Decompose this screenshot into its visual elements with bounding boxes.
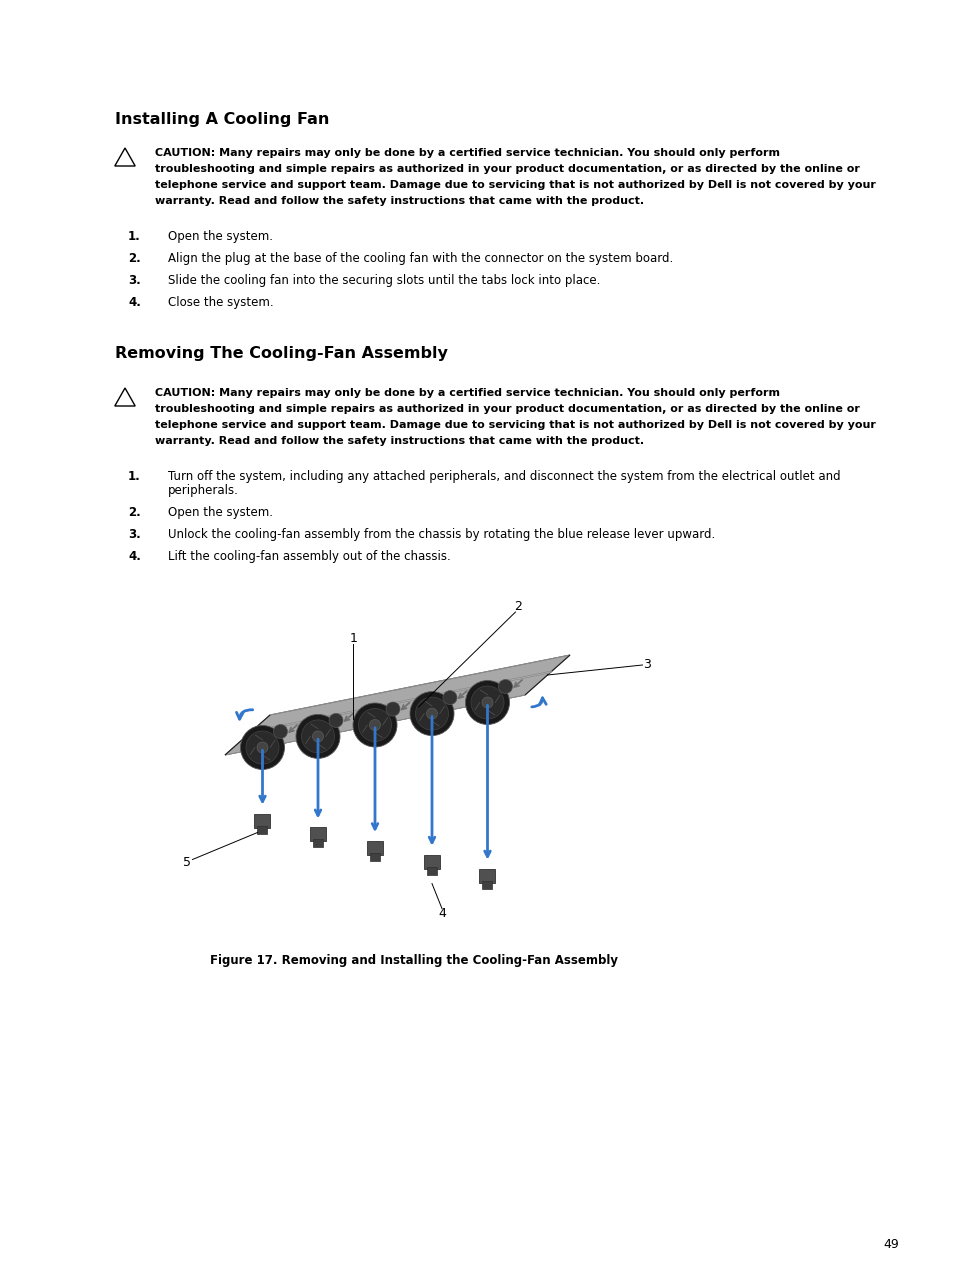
FancyArrowPatch shape <box>531 697 546 708</box>
Text: Slide the cooling fan into the securing slots until the tabs lock into place.: Slide the cooling fan into the securing … <box>168 274 599 287</box>
Circle shape <box>256 742 268 753</box>
Text: Installing A Cooling Fan: Installing A Cooling Fan <box>115 112 329 127</box>
Circle shape <box>353 702 396 747</box>
Text: 3.: 3. <box>128 274 141 287</box>
Text: troubleshooting and simple repairs as authorized in your product documentation, : troubleshooting and simple repairs as au… <box>154 404 859 413</box>
Text: Open the system.: Open the system. <box>168 230 273 243</box>
FancyArrowPatch shape <box>236 710 253 719</box>
Text: telephone service and support team. Damage due to servicing that is not authoriz: telephone service and support team. Dama… <box>154 420 875 430</box>
Text: 1.: 1. <box>128 470 141 483</box>
Circle shape <box>329 714 343 728</box>
Polygon shape <box>225 695 524 754</box>
Text: telephone service and support team. Damage due to servicing that is not authoriz: telephone service and support team. Dama… <box>154 180 875 190</box>
Circle shape <box>426 708 437 719</box>
Text: 3.: 3. <box>128 527 141 541</box>
Text: 2: 2 <box>514 601 522 614</box>
Text: Lift the cooling-fan assembly out of the chassis.: Lift the cooling-fan assembly out of the… <box>168 550 450 563</box>
Circle shape <box>358 709 391 742</box>
Text: warranty. Read and follow the safety instructions that came with the product.: warranty. Read and follow the safety ins… <box>154 197 643 205</box>
Bar <box>427 866 436 875</box>
Polygon shape <box>225 715 270 754</box>
Text: Removing The Cooling-Fan Assembly: Removing The Cooling-Fan Assembly <box>115 346 447 361</box>
Circle shape <box>386 702 399 716</box>
Circle shape <box>442 691 456 705</box>
Bar <box>310 828 326 842</box>
Text: 49: 49 <box>882 1238 898 1252</box>
Bar <box>370 853 379 861</box>
Circle shape <box>471 686 503 719</box>
Circle shape <box>369 719 380 730</box>
Text: 2.: 2. <box>128 506 141 519</box>
Text: 4: 4 <box>437 907 445 921</box>
Text: 5: 5 <box>183 856 192 869</box>
Circle shape <box>295 714 339 758</box>
Circle shape <box>410 691 454 735</box>
Bar <box>423 855 439 869</box>
Circle shape <box>416 697 448 730</box>
Bar <box>479 869 495 883</box>
Bar <box>313 839 323 847</box>
Circle shape <box>313 730 323 742</box>
Circle shape <box>246 730 278 765</box>
Bar <box>254 814 271 828</box>
Text: CAUTION: Many repairs may only be done by a certified service technician. You sh: CAUTION: Many repairs may only be done b… <box>154 148 780 158</box>
Circle shape <box>498 680 512 694</box>
Text: Open the system.: Open the system. <box>168 506 273 519</box>
Text: 1: 1 <box>349 631 356 645</box>
Text: Figure 17. Removing and Installing the Cooling-Fan Assembly: Figure 17. Removing and Installing the C… <box>210 954 618 966</box>
Polygon shape <box>524 656 569 695</box>
Text: 2.: 2. <box>128 252 141 265</box>
Circle shape <box>481 697 493 708</box>
Text: Turn off the system, including any attached peripherals, and disconnect the syst: Turn off the system, including any attac… <box>168 470 840 483</box>
Text: warranty. Read and follow the safety instructions that came with the product.: warranty. Read and follow the safety ins… <box>154 436 643 446</box>
Text: Align the plug at the base of the cooling fan with the connector on the system b: Align the plug at the base of the coolin… <box>168 252 673 265</box>
Text: CAUTION: Many repairs may only be done by a certified service technician. You sh: CAUTION: Many repairs may only be done b… <box>154 388 780 398</box>
Polygon shape <box>250 671 552 733</box>
Text: 4.: 4. <box>128 295 141 309</box>
Text: 1.: 1. <box>128 230 141 243</box>
Circle shape <box>240 725 284 770</box>
Text: Unlock the cooling-fan assembly from the chassis by rotating the blue release le: Unlock the cooling-fan assembly from the… <box>168 527 715 541</box>
Circle shape <box>301 720 335 753</box>
Polygon shape <box>270 656 569 715</box>
Polygon shape <box>225 656 569 754</box>
Text: Close the system.: Close the system. <box>168 295 274 309</box>
Circle shape <box>274 724 287 738</box>
Circle shape <box>465 681 509 724</box>
Text: troubleshooting and simple repairs as authorized in your product documentation, : troubleshooting and simple repairs as au… <box>154 164 859 174</box>
Text: peripherals.: peripherals. <box>168 484 238 497</box>
Text: 4.: 4. <box>128 550 141 563</box>
Text: 3: 3 <box>643 658 651 672</box>
Bar <box>257 825 267 833</box>
Bar <box>367 841 382 855</box>
Polygon shape <box>225 656 569 754</box>
Bar <box>482 880 492 889</box>
